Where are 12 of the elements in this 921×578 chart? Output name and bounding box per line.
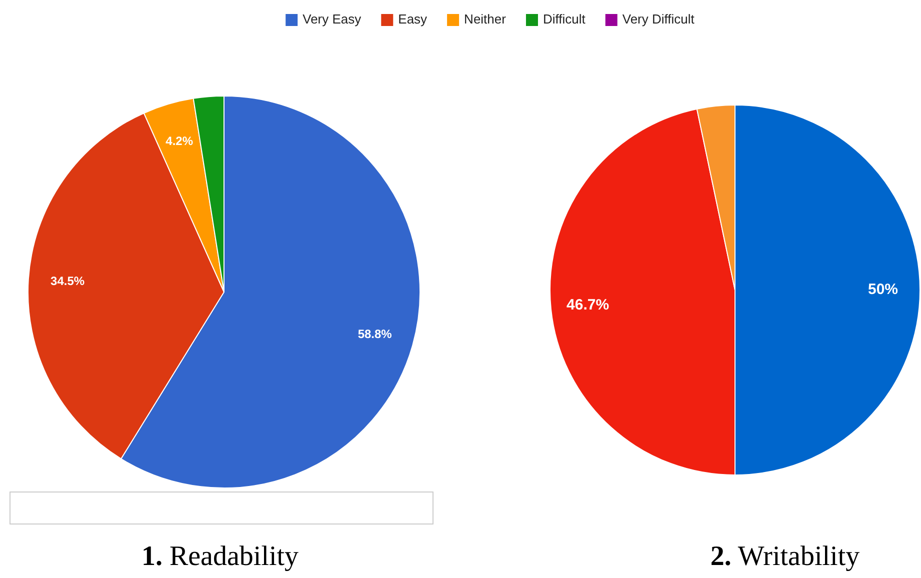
data-label: 50% bbox=[868, 280, 898, 298]
data-label: 4.2% bbox=[166, 134, 194, 148]
data-label: 46.7% bbox=[566, 296, 610, 314]
data-label: 34.5% bbox=[50, 274, 85, 288]
legend-label: Difficult bbox=[542, 11, 586, 26]
legend-label: Very Easy bbox=[302, 11, 362, 26]
text: 1. Readability bbox=[141, 541, 299, 572]
data-label: 58.8% bbox=[358, 326, 392, 341]
legend-label: Neither bbox=[464, 11, 507, 26]
text: 2. Writability bbox=[710, 541, 860, 572]
legend-label: Very Difficult bbox=[622, 11, 695, 26]
legend-label: Easy bbox=[398, 11, 428, 26]
